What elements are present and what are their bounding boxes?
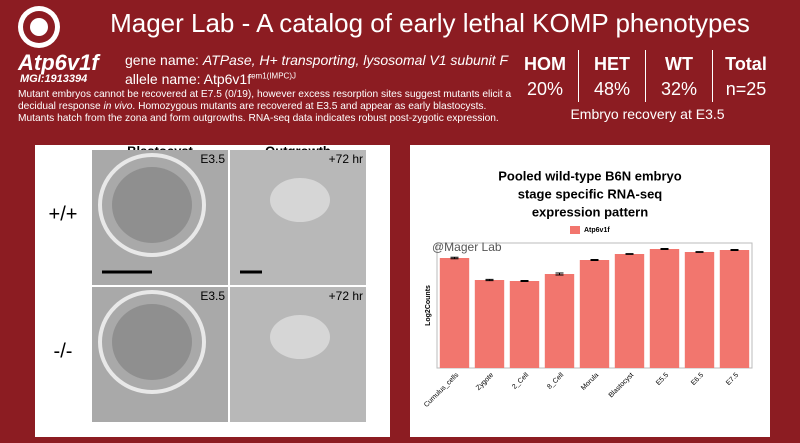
error-bar — [450, 256, 459, 260]
bar — [439, 258, 470, 368]
bar — [474, 280, 505, 368]
page-title: Mager Lab - A catalog of early lethal KO… — [110, 8, 750, 38]
watermark: @Mager Lab — [432, 240, 502, 254]
x-tick-label: Zygote — [475, 372, 495, 392]
error-bar — [485, 278, 494, 282]
bar — [649, 249, 680, 368]
stage-label: +72 hr — [329, 289, 363, 303]
bar — [684, 252, 715, 368]
error-bar — [520, 280, 529, 282]
caption: Embryo recovery at E3.5 — [570, 106, 725, 122]
chart-title: Pooled wild-type B6N embryo — [498, 168, 682, 183]
label: allele name: — [125, 71, 201, 87]
stage-label: E3.5 — [200, 152, 225, 166]
stage-label: +72 hr — [329, 152, 363, 166]
x-tick-label: Cumulus_cells — [423, 371, 460, 408]
cell: 48% — [593, 79, 631, 99]
y-axis-label: Log2Counts — [425, 285, 432, 326]
chart-title: stage specific RNA-seq — [518, 186, 663, 201]
error-bar — [625, 253, 634, 255]
error-bar — [590, 259, 599, 261]
outgrowth — [270, 178, 330, 222]
value: ATPase, H+ transporting, lysosomal V1 su… — [202, 52, 508, 68]
text: . Homozygous mutants are recovered at E3… — [18, 101, 499, 124]
superscript: em1(IMPC)J — [251, 71, 296, 81]
chart-panel: Pooled wild-type B6N embryo stage specifi… — [410, 145, 770, 437]
description: Mutant embryos cannot be recovered at E7… — [18, 89, 523, 125]
logo — [18, 6, 60, 48]
x-tick-label: 8_Cell — [546, 371, 565, 390]
legend-label: Atp6v1f — [584, 227, 610, 234]
row-label: +/+ — [49, 203, 78, 225]
x-tick-label: E7.5 — [725, 372, 740, 387]
gene-symbol: Atp6v1f — [18, 50, 99, 75]
bar — [614, 254, 645, 368]
text: in vivo — [103, 101, 133, 112]
x-tick-label: E5.5 — [655, 372, 670, 387]
recovery-table: HOM 20% HET 48% WT 32% Total n=25 Embryo recover… — [510, 48, 790, 128]
stage-label: E3.5 — [200, 289, 225, 303]
legend-swatch — [570, 226, 580, 234]
allele-name: allele name: Atp6v1fem1(IMPC)J — [125, 71, 296, 87]
chart: Pooled wild-type B6N embryo stage specifi… — [423, 168, 753, 409]
error-bar — [555, 272, 564, 276]
divider — [578, 50, 579, 102]
chart-title: expression pattern — [532, 204, 648, 219]
bar — [579, 260, 610, 368]
x-tick-label: E6.5 — [690, 372, 705, 387]
mgi-id: MGI:1913394 — [20, 73, 88, 85]
gene-name: gene name: ATPase, H+ transporting, lyso… — [125, 52, 508, 68]
column-header: HET — [594, 54, 630, 74]
label: gene name: — [125, 52, 199, 68]
cell: 32% — [660, 79, 698, 99]
error-bar — [730, 249, 739, 251]
bar — [719, 250, 750, 368]
cell: n=25 — [725, 79, 767, 99]
error-bar — [695, 251, 704, 253]
embryo — [98, 153, 206, 257]
value: Atp6v1f — [203, 71, 252, 87]
bar — [544, 274, 575, 368]
embryo-inner — [112, 167, 192, 243]
divider — [712, 50, 713, 102]
column-header: HOM — [524, 54, 566, 74]
images: BlastocystOutgrowth+/+E3.5+72 hr-/-E3.5+… — [49, 143, 366, 422]
embryo-inner — [112, 304, 192, 380]
outgrowth — [270, 315, 330, 359]
row-label: -/- — [54, 340, 73, 362]
image-panel: BlastocystOutgrowth+/+E3.5+72 hr-/-E3.5+… — [35, 143, 390, 437]
text: Mutant embryos cannot be recovered at E7… — [18, 89, 512, 112]
x-tick-label: 2_Cell — [511, 371, 530, 390]
cell: 20% — [526, 79, 564, 99]
bar — [509, 281, 540, 368]
error-bar — [660, 248, 669, 250]
column-header: Total — [725, 54, 767, 74]
embryo — [98, 290, 206, 394]
column-header: WT — [665, 54, 693, 74]
x-tick-label: Blastocyst — [608, 372, 636, 400]
divider — [645, 50, 646, 102]
x-tick-label: Morula — [580, 372, 600, 392]
